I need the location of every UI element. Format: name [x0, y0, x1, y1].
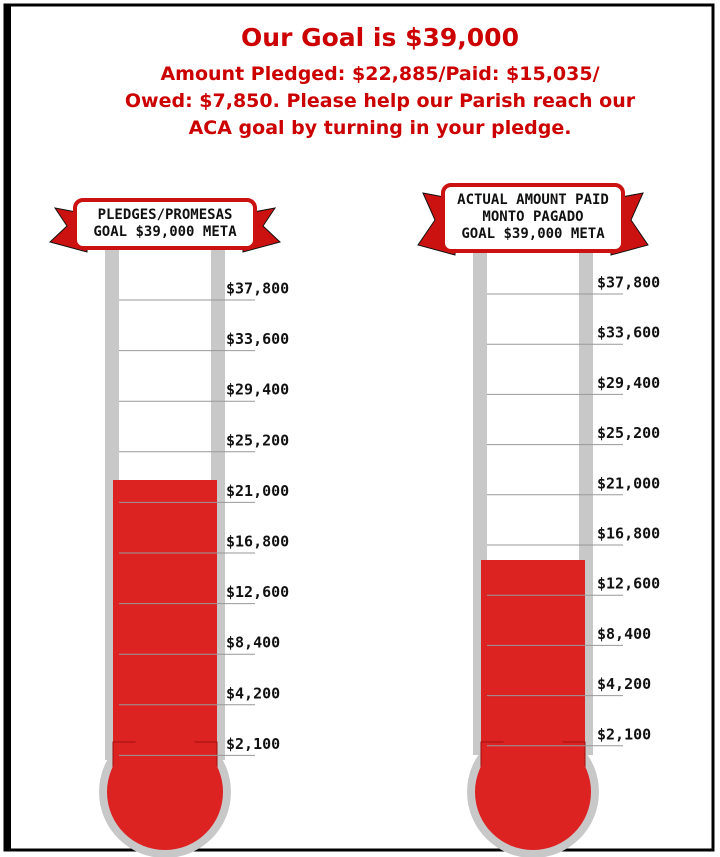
tick-label: $29,400	[597, 374, 660, 392]
tick-label: $4,200	[226, 684, 280, 702]
banner-text: ACTUAL AMOUNT PAID	[457, 192, 609, 208]
subtitle-line: ACA goal by turning in your pledge.	[189, 117, 572, 139]
tick-label: $8,400	[597, 625, 651, 643]
bulb	[107, 734, 223, 850]
tick-label: $37,800	[597, 274, 660, 292]
subtitle-line: Owed: $7,850. Please help our Parish rea…	[125, 90, 636, 112]
banner-text: MONTO PAGADO	[482, 209, 583, 225]
tick-label: $12,600	[226, 583, 289, 601]
tick-label: $21,000	[597, 474, 660, 492]
tick-label: $29,400	[226, 381, 289, 399]
banner-text: PLEDGES/PROMESAS	[98, 207, 233, 223]
subtitle-line: Amount Pledged: $22,885/Paid: $15,035/	[160, 63, 599, 85]
tick-label: $4,200	[597, 675, 651, 693]
tick-label: $25,200	[226, 431, 289, 449]
frame-edge	[5, 5, 11, 850]
tick-label: $2,100	[597, 725, 651, 743]
tick-label: $16,800	[597, 525, 660, 543]
banner-text: GOAL $39,000 META	[461, 226, 605, 242]
title: Our Goal is $39,000	[241, 23, 519, 52]
tick-label: $33,600	[226, 330, 289, 348]
tick-label: $33,600	[597, 324, 660, 342]
tick-label: $2,100	[226, 735, 280, 753]
tick-label: $8,400	[226, 634, 280, 652]
page: Our Goal is $39,000 Amount Pledged: $22,…	[0, 0, 720, 857]
tick-label: $25,200	[597, 424, 660, 442]
banner-text: GOAL $39,000 META	[93, 224, 237, 240]
tick-label: $16,800	[226, 533, 289, 551]
tick-label: $21,000	[226, 482, 289, 500]
bulb	[475, 734, 591, 850]
tick-label: $12,600	[597, 575, 660, 593]
tick-label: $37,800	[226, 280, 289, 298]
